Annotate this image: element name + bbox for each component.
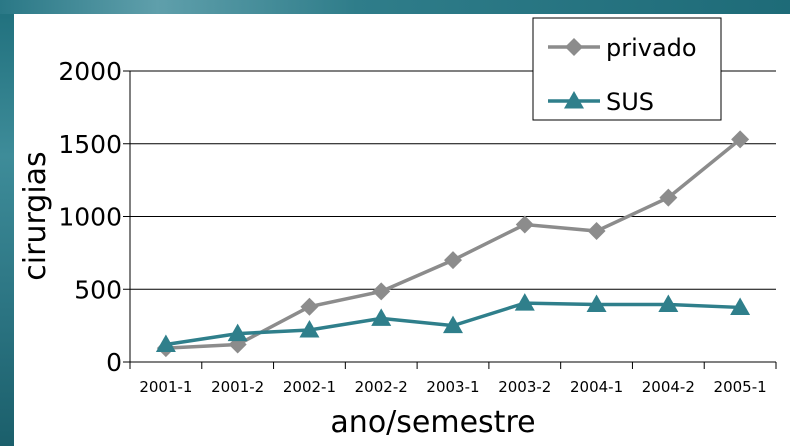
legend: privado SUS	[532, 17, 722, 121]
data-point	[372, 282, 391, 301]
series-sus	[155, 293, 751, 353]
data-point	[227, 323, 248, 342]
x-tick-label: 2002-2	[355, 378, 408, 396]
x-tick-label: 2003-1	[426, 378, 479, 396]
x-tick-label: 2002-1	[283, 378, 336, 396]
series	[155, 130, 751, 358]
legend-label: SUS	[606, 88, 654, 116]
x-tick-labels: 2001-1 2001-2 2002-1 2002-2 2003-1 2003-2 2004…	[139, 378, 766, 396]
background-strip-top	[0, 0, 790, 14]
data-point	[515, 215, 534, 234]
y-tick-labels: 0 500 1000 1500 2000	[58, 57, 122, 377]
y-tick-label: 1500	[58, 130, 122, 159]
data-point	[730, 297, 751, 315]
background-strip-left	[0, 0, 14, 446]
data-point	[659, 188, 678, 207]
data-point	[371, 308, 392, 326]
x-tick-label: 2001-2	[211, 378, 264, 396]
x-tick-label: 2004-1	[570, 378, 623, 396]
axes	[123, 70, 777, 369]
data-point	[300, 297, 319, 316]
data-point	[514, 293, 535, 311]
x-tick-label: 2005-1	[714, 378, 767, 396]
x-tick-label: 2001-1	[139, 378, 192, 396]
x-tick-label: 2004-2	[642, 378, 695, 396]
data-point	[587, 222, 606, 241]
y-tick-label: 2000	[58, 57, 122, 86]
y-tick-label: 1000	[58, 203, 122, 232]
data-point	[155, 334, 176, 353]
data-point	[586, 294, 607, 313]
y-tick-label: 0	[106, 348, 122, 377]
legend-marker	[564, 91, 584, 109]
x-axis-label: ano/semestre	[330, 405, 535, 440]
legend-box	[532, 17, 722, 121]
legend-marker	[565, 38, 583, 56]
data-point	[444, 251, 462, 270]
y-axis-label: cirurgias	[18, 151, 53, 280]
data-point	[731, 130, 750, 149]
y-tick-label: 500	[74, 275, 122, 304]
data-point	[443, 315, 463, 334]
data-point	[299, 319, 320, 338]
x-tick-label: 2003-2	[498, 378, 551, 396]
data-point	[658, 294, 679, 313]
legend-label: privado	[606, 34, 697, 62]
